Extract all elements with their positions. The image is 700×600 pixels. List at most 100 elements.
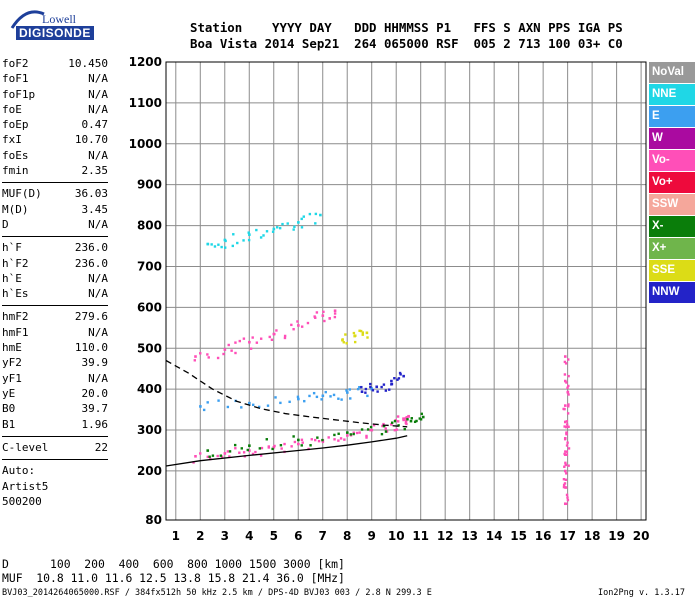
echo-point bbox=[333, 438, 336, 441]
autoscaling-line: Artist5 bbox=[2, 479, 49, 493]
echo-point bbox=[384, 430, 388, 433]
echo-point bbox=[382, 383, 386, 386]
param-value: N/A bbox=[88, 72, 108, 86]
param-separator bbox=[2, 435, 108, 437]
param-label: foF1p bbox=[2, 87, 36, 101]
echo-point bbox=[563, 425, 566, 428]
echo-point bbox=[315, 311, 319, 314]
param-label: foE bbox=[2, 102, 22, 116]
echo-point bbox=[339, 437, 343, 440]
param-value: 20.0 bbox=[81, 386, 109, 400]
model-curve-dashed bbox=[165, 359, 408, 428]
echo-point bbox=[380, 385, 383, 389]
y-tick-label: 1000 bbox=[129, 137, 162, 151]
echo-point bbox=[567, 384, 570, 388]
echo-point bbox=[352, 431, 355, 434]
echo-point bbox=[399, 373, 402, 376]
echo-point bbox=[415, 419, 418, 423]
echo-point bbox=[564, 362, 568, 365]
echo-point bbox=[327, 436, 330, 439]
param-row: M(D) 3.45 bbox=[2, 202, 108, 217]
echo-point bbox=[226, 450, 230, 453]
echo-point bbox=[321, 438, 324, 442]
param-label: h`F bbox=[2, 241, 22, 255]
echo-point bbox=[293, 440, 297, 444]
echo-point bbox=[321, 394, 325, 398]
echo-point bbox=[390, 421, 394, 424]
echo-point bbox=[208, 455, 211, 458]
echo-point bbox=[370, 428, 374, 432]
echo-point bbox=[346, 391, 349, 394]
x-tick-label: 2 bbox=[196, 529, 204, 543]
echo-point bbox=[199, 352, 202, 355]
echo-point bbox=[314, 212, 318, 216]
footer-file-info: BVJ03_2014264065000.RSF / 384fx512h 50 k… bbox=[2, 588, 432, 598]
echo-point bbox=[217, 399, 220, 402]
echo-point bbox=[404, 421, 408, 425]
x-tick-label: 7 bbox=[319, 529, 327, 543]
echo-point bbox=[321, 314, 325, 317]
echo-point bbox=[223, 452, 227, 455]
echo-point bbox=[565, 432, 568, 435]
echo-point bbox=[337, 439, 340, 442]
echo-point bbox=[396, 415, 400, 418]
echo-point bbox=[328, 317, 331, 320]
param-value: 3.45 bbox=[81, 202, 109, 216]
echo-point bbox=[403, 428, 406, 431]
param-value: N/A bbox=[88, 325, 108, 339]
echo-point bbox=[248, 449, 251, 452]
echo-point bbox=[283, 442, 286, 446]
legend-entry: SSE bbox=[649, 260, 695, 281]
param-value: 236.0 bbox=[74, 241, 108, 255]
echo-point bbox=[567, 447, 571, 450]
echo-point bbox=[353, 340, 357, 344]
param-row: MUF(D) 36.03 bbox=[2, 186, 108, 201]
y-tick-label: 700 bbox=[137, 259, 162, 273]
param-separator bbox=[2, 305, 108, 307]
x-tick-label: 16 bbox=[535, 529, 552, 543]
echo-point bbox=[324, 390, 327, 394]
echo-point bbox=[300, 325, 304, 328]
echo-point bbox=[563, 465, 566, 468]
echo-point bbox=[236, 241, 239, 245]
x-tick-label: 9 bbox=[368, 529, 376, 543]
param-label: yE bbox=[2, 386, 16, 400]
param-label: h`Es bbox=[2, 287, 29, 301]
echo-point bbox=[265, 438, 268, 441]
param-value: 10.450 bbox=[68, 57, 108, 70]
param-value: 2.35 bbox=[81, 164, 109, 178]
param-value: 236.0 bbox=[74, 256, 108, 270]
echo-point bbox=[308, 212, 312, 216]
echo-point bbox=[390, 423, 393, 426]
echo-point bbox=[233, 443, 237, 447]
legend-entry: SSW bbox=[649, 194, 695, 215]
echo-point bbox=[303, 399, 306, 403]
echo-point bbox=[300, 438, 304, 441]
echo-point bbox=[246, 448, 249, 452]
echo-point bbox=[563, 373, 567, 376]
echo-point bbox=[356, 387, 360, 391]
echo-point bbox=[322, 310, 325, 314]
echo-point bbox=[255, 228, 258, 232]
echo-point bbox=[232, 233, 235, 236]
param-value: 36.03 bbox=[74, 187, 108, 201]
echo-point bbox=[247, 238, 251, 242]
echo-point bbox=[567, 464, 570, 467]
y-tick-label: 800 bbox=[137, 219, 162, 233]
echo-point bbox=[360, 428, 364, 431]
echo-point bbox=[346, 431, 349, 434]
echo-point bbox=[418, 417, 421, 420]
legend-entry: E bbox=[649, 106, 695, 127]
param-label: fxI bbox=[2, 133, 22, 147]
echo-point bbox=[242, 337, 246, 340]
echo-point bbox=[404, 419, 408, 423]
echo-point bbox=[271, 447, 274, 451]
param-label: h`F2 bbox=[2, 256, 29, 270]
echo-point bbox=[248, 444, 251, 447]
echo-point bbox=[268, 335, 271, 339]
echo-point bbox=[320, 398, 323, 401]
echo-point bbox=[228, 455, 231, 458]
echo-point bbox=[251, 452, 255, 456]
legend-entry: NNW bbox=[649, 282, 695, 303]
echo-point bbox=[565, 453, 569, 456]
